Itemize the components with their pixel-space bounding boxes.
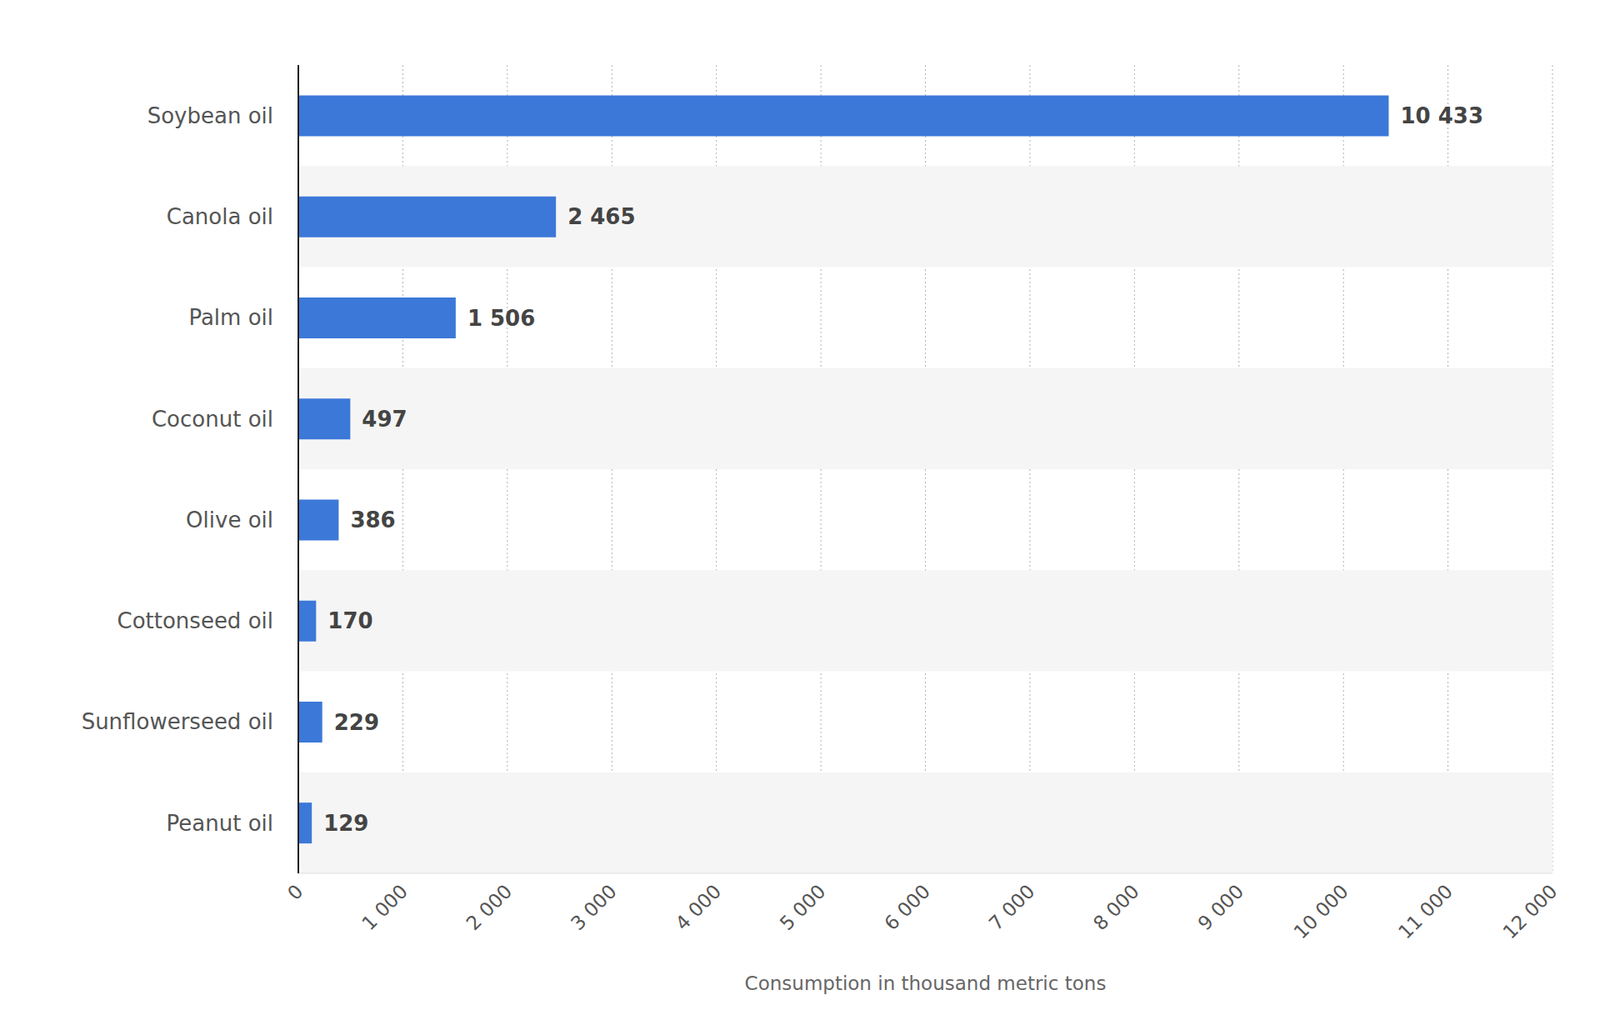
svg-text:7 000: 7 000	[985, 880, 1040, 935]
svg-text:1 000: 1 000	[357, 880, 412, 935]
svg-text:129: 129	[323, 810, 369, 836]
svg-text:Cottonseed oil: Cottonseed oil	[117, 608, 275, 634]
svg-text:6 000: 6 000	[880, 880, 935, 935]
svg-text:Peanut oil: Peanut oil	[166, 810, 274, 836]
svg-text:1 506: 1 506	[467, 305, 535, 331]
svg-text:4 000: 4 000	[670, 880, 725, 935]
svg-text:11 000: 11 000	[1394, 880, 1457, 943]
svg-text:170: 170	[327, 608, 373, 634]
svg-text:Canola oil: Canola oil	[166, 204, 274, 230]
svg-text:Consumption in thousand metric: Consumption in thousand metric tons	[745, 972, 1107, 995]
svg-text:2 465: 2 465	[567, 204, 635, 230]
svg-text:5 000: 5 000	[775, 880, 830, 935]
svg-text:3 000: 3 000	[566, 880, 621, 935]
svg-text:Olive oil: Olive oil	[185, 507, 274, 533]
svg-text:229: 229	[334, 710, 380, 735]
svg-text:Soybean oil: Soybean oil	[147, 103, 274, 129]
svg-text:386: 386	[350, 507, 395, 533]
svg-text:10 433: 10 433	[1400, 103, 1484, 129]
svg-text:8 000: 8 000	[1089, 880, 1144, 935]
svg-text:Coconut oil: Coconut oil	[151, 406, 274, 432]
svg-text:10 000: 10 000	[1289, 880, 1352, 943]
svg-text:497: 497	[361, 406, 407, 432]
svg-text:0: 0	[283, 880, 308, 905]
svg-text:12 000: 12 000	[1498, 880, 1561, 943]
svg-text:Palm oil: Palm oil	[188, 305, 274, 330]
svg-text:Sunflowerseed oil: Sunflowerseed oil	[81, 709, 274, 735]
svg-text:9 000: 9 000	[1193, 880, 1248, 935]
svg-text:2 000: 2 000	[461, 880, 516, 935]
